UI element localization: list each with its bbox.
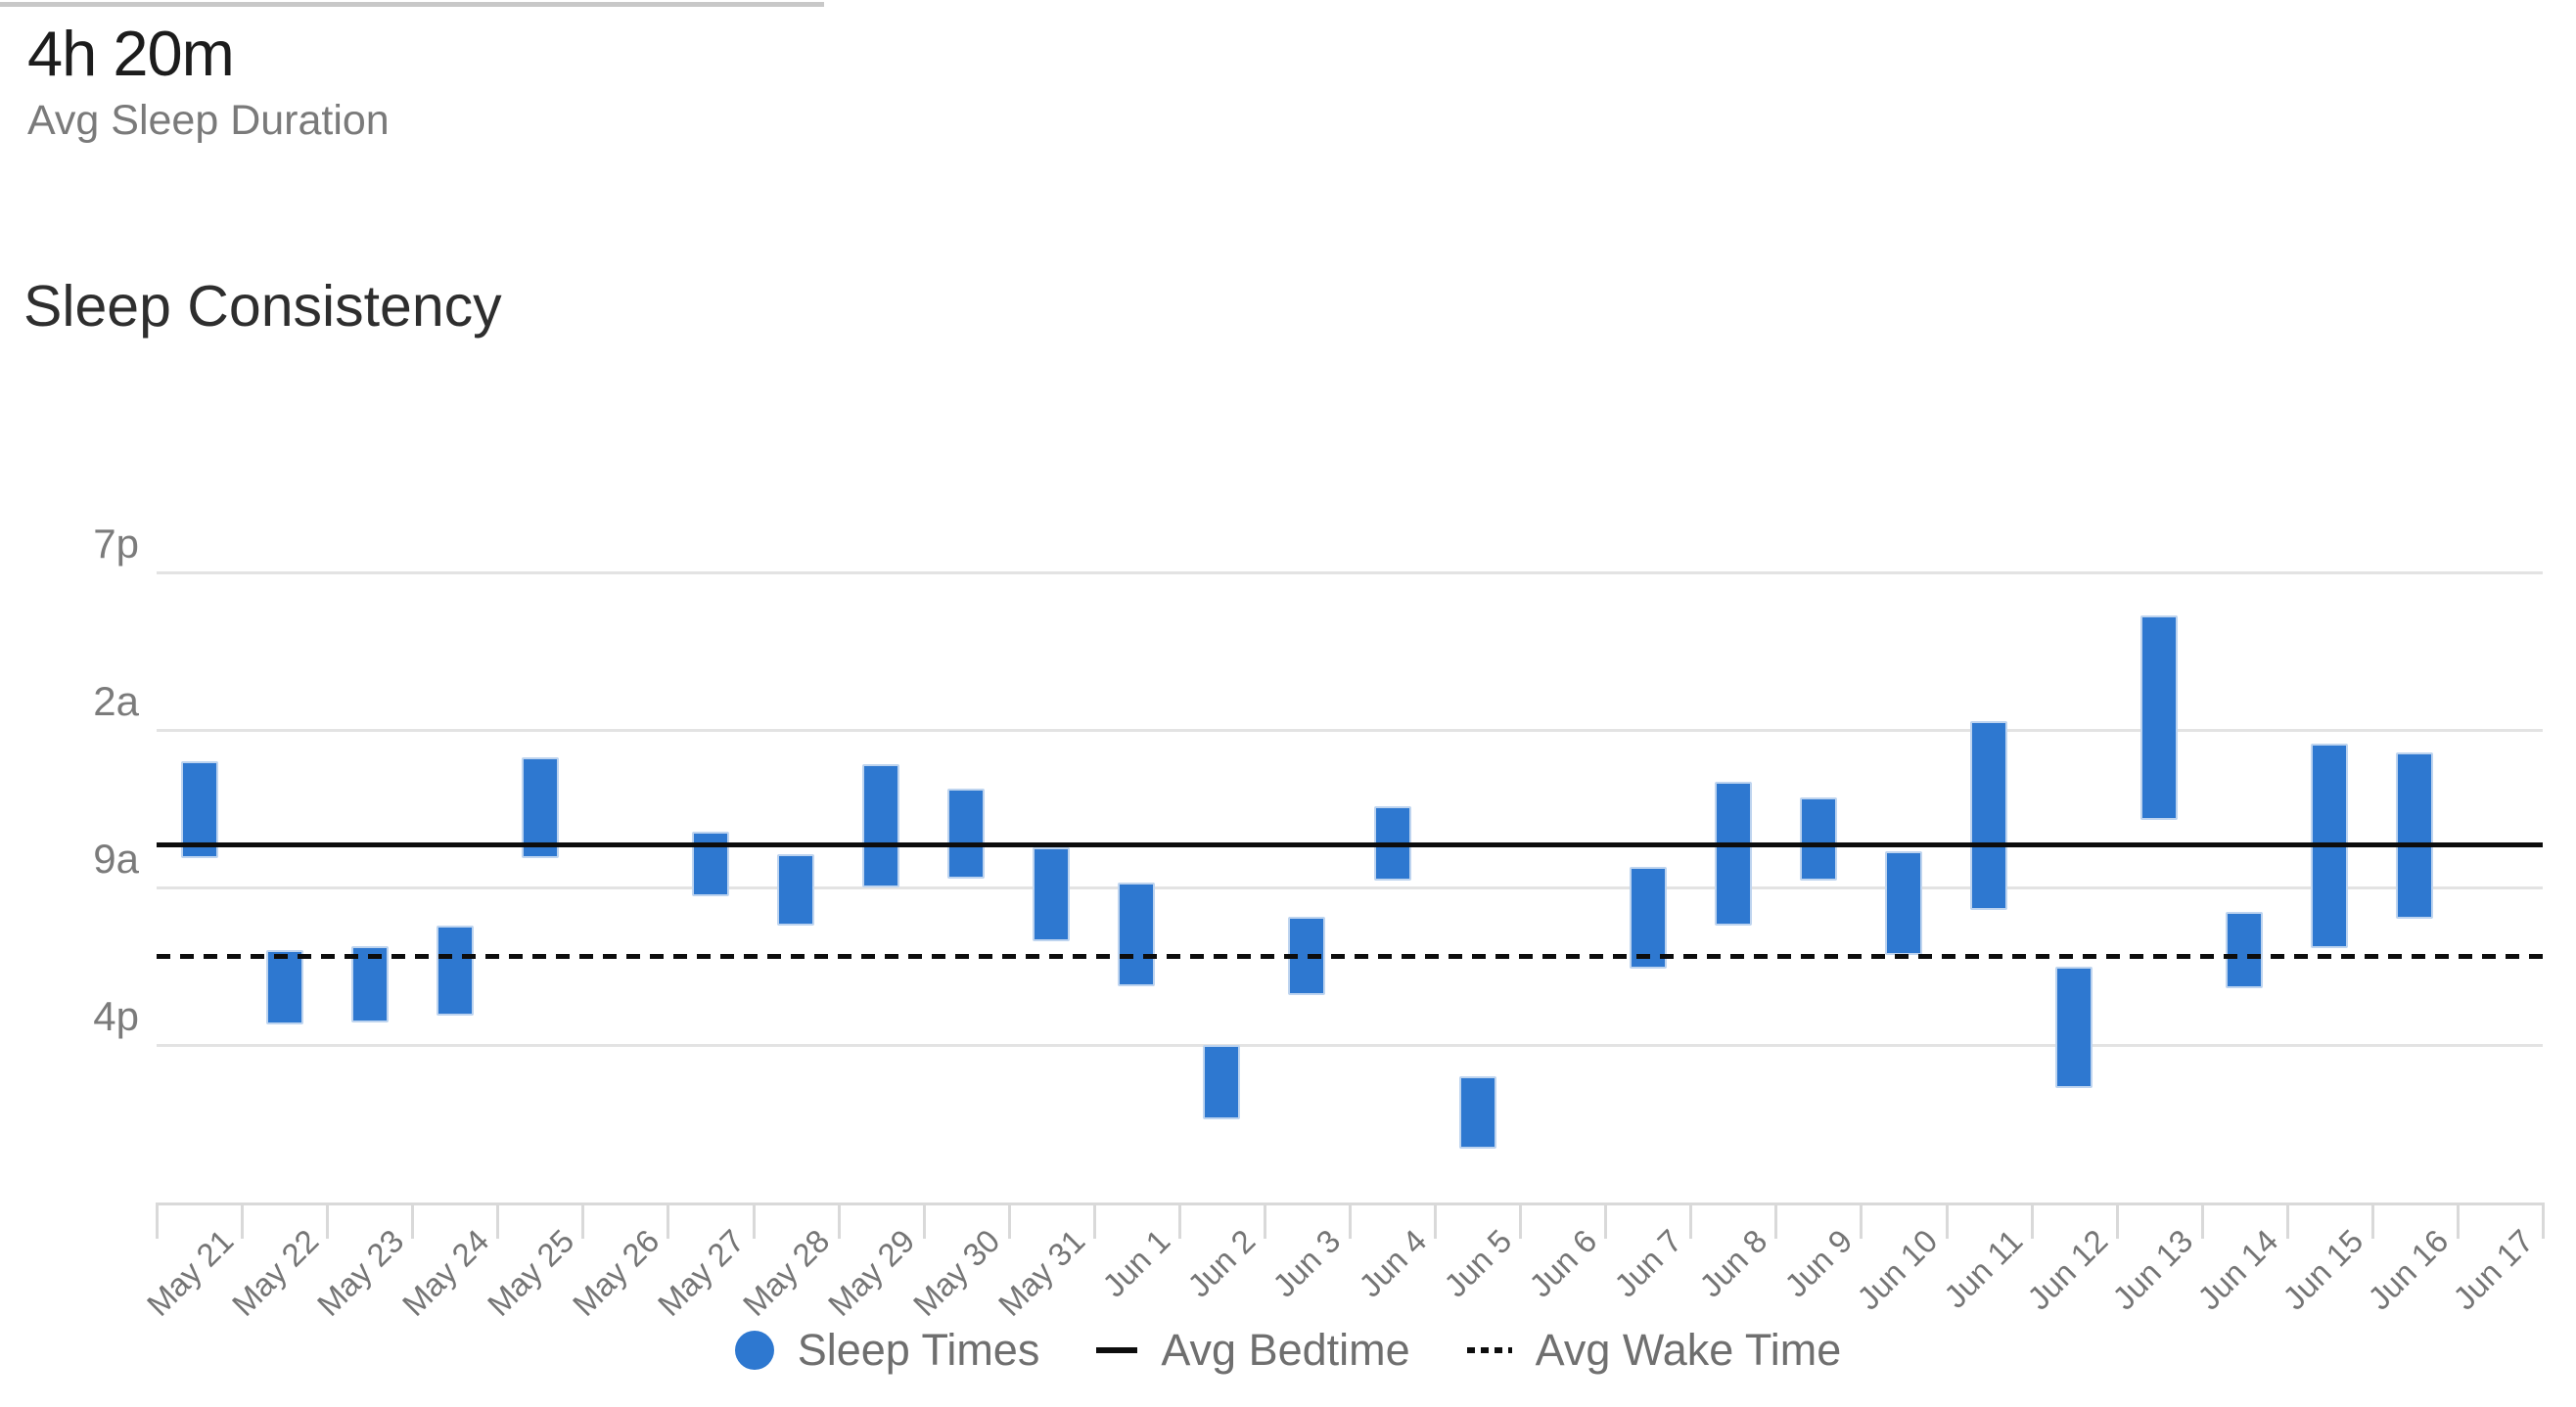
x-axis-tick bbox=[2370, 1203, 2374, 1239]
chart-legend: Sleep Times Avg Bedtime Avg Wake Time bbox=[0, 1321, 2576, 1380]
sleep-bar[interactable] bbox=[265, 950, 303, 1025]
x-axis-tick bbox=[2285, 1203, 2289, 1239]
sleep-bar[interactable] bbox=[1629, 867, 1667, 969]
x-axis-tick bbox=[1007, 1203, 1011, 1239]
dotted-line-icon bbox=[1466, 1347, 1512, 1353]
y-gridline bbox=[157, 886, 2543, 889]
y-axis-label: 2a bbox=[93, 678, 139, 724]
sleep-bar[interactable] bbox=[1458, 1076, 1496, 1149]
x-axis-tick bbox=[1689, 1203, 1693, 1239]
y-axis-label: 9a bbox=[93, 836, 139, 882]
x-axis-tick bbox=[241, 1203, 245, 1239]
sleep-bar[interactable] bbox=[1884, 851, 1922, 955]
y-axis-label: 7p bbox=[93, 521, 139, 567]
x-axis-tick bbox=[1860, 1203, 1863, 1239]
top-divider bbox=[0, 2, 824, 7]
y-gridline bbox=[157, 729, 2543, 732]
x-axis-tick bbox=[2115, 1203, 2119, 1239]
sleep-bar[interactable] bbox=[180, 761, 218, 859]
sleep-bar[interactable] bbox=[691, 831, 729, 897]
legend-item-avg-wake-time[interactable]: Avg Wake Time bbox=[1466, 1325, 1842, 1376]
chart-title: Sleep Consistency bbox=[23, 274, 502, 339]
solid-line-icon bbox=[1096, 1347, 1138, 1353]
legend-item-sleep-times[interactable]: Sleep Times bbox=[734, 1325, 1040, 1376]
sleep-bar[interactable] bbox=[1118, 883, 1156, 987]
x-axis-tick bbox=[156, 1203, 159, 1239]
x-axis-tick bbox=[837, 1203, 841, 1239]
x-axis-tick bbox=[411, 1203, 415, 1239]
x-axis-tick bbox=[326, 1203, 330, 1239]
x-axis-tick bbox=[667, 1203, 670, 1239]
x-axis-tick bbox=[1434, 1203, 1438, 1239]
x-axis-tick bbox=[752, 1203, 756, 1239]
sleep-bar[interactable] bbox=[1970, 720, 2008, 910]
sleep-bar[interactable] bbox=[862, 763, 900, 887]
avg-bedtime-line bbox=[157, 842, 2543, 848]
sleep-bar[interactable] bbox=[2140, 614, 2179, 820]
x-axis-tick bbox=[2030, 1203, 2034, 1239]
sleep-bar[interactable] bbox=[1714, 781, 1752, 927]
sleep-bar[interactable] bbox=[2055, 966, 2093, 1088]
avg-wake-time-line bbox=[157, 954, 2543, 960]
x-axis-tick bbox=[2542, 1203, 2545, 1239]
x-axis-tick bbox=[496, 1203, 500, 1239]
sleep-bar[interactable] bbox=[1203, 1045, 1241, 1119]
sleep-bar[interactable] bbox=[436, 926, 474, 1017]
x-axis-tick bbox=[1774, 1203, 1778, 1239]
legend-label: Sleep Times bbox=[797, 1325, 1040, 1375]
avg-sleep-duration-value: 4h 20m bbox=[27, 18, 235, 89]
x-axis-tick bbox=[2456, 1203, 2460, 1239]
x-axis-tick bbox=[922, 1203, 926, 1239]
legend-label: Avg Bedtime bbox=[1161, 1325, 1410, 1375]
sleep-bar[interactable] bbox=[947, 788, 986, 879]
sleep-bar[interactable] bbox=[2226, 912, 2264, 989]
x-axis-tick bbox=[2200, 1203, 2204, 1239]
legend-label: Avg Wake Time bbox=[1535, 1325, 1842, 1375]
sleep-bar[interactable] bbox=[2396, 752, 2434, 920]
legend-item-avg-bedtime[interactable]: Avg Bedtime bbox=[1096, 1325, 1410, 1376]
x-axis-tick bbox=[581, 1203, 585, 1239]
y-gridline bbox=[157, 571, 2543, 574]
x-axis-tick bbox=[1604, 1203, 1608, 1239]
circle-icon bbox=[734, 1331, 774, 1370]
sleep-bar[interactable] bbox=[1799, 797, 1837, 882]
y-gridline bbox=[157, 1044, 2543, 1047]
x-axis-tick bbox=[1945, 1203, 1949, 1239]
x-axis-tick bbox=[1519, 1203, 1523, 1239]
x-axis-tick bbox=[1349, 1203, 1352, 1239]
y-axis-label: 4p bbox=[93, 993, 139, 1039]
avg-sleep-duration-label: Avg Sleep Duration bbox=[27, 97, 390, 144]
sleep-bar[interactable] bbox=[1033, 846, 1071, 942]
x-axis-tick bbox=[1177, 1203, 1181, 1239]
sleep-bar[interactable] bbox=[521, 756, 559, 859]
x-axis-tick bbox=[1263, 1203, 1266, 1239]
sleep-bar[interactable] bbox=[777, 853, 815, 927]
x-axis-tick bbox=[1092, 1203, 1096, 1239]
